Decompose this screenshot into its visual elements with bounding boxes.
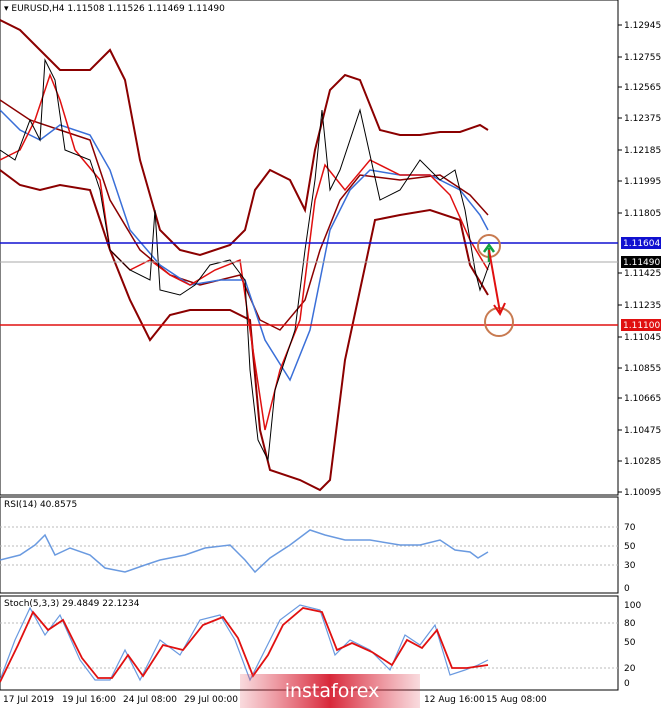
time-tick-label: 29 Jul 00:00 — [184, 695, 238, 705]
rsi-tick-label: 30 — [624, 561, 636, 571]
ma-red — [0, 72, 489, 431]
price-tick-label: 1.11995 — [624, 177, 661, 187]
price-label-box — [621, 256, 661, 268]
stoch-tick-label: 20 — [624, 664, 636, 674]
rsi-title: RSI(14) 40.8575 — [4, 500, 77, 510]
stoch-title: Stoch(5,3,3) 29.4849 22.1234 — [4, 599, 140, 609]
bollinger-upper — [0, 19, 489, 257]
price-tick-label: 1.12755 — [624, 53, 661, 63]
rsi-tick-label: 0 — [624, 584, 630, 594]
bollinger-lower — [0, 169, 489, 492]
price-tick-label: 1.10285 — [624, 457, 661, 467]
stoch-tick-label: 50 — [624, 638, 636, 648]
price-tick-label: 1.12375 — [624, 114, 661, 124]
stoch-tick-label: 100 — [624, 601, 641, 611]
bollinger-mid — [0, 99, 489, 331]
stoch-signal — [0, 607, 489, 683]
price-tick-label: 1.11805 — [624, 209, 661, 219]
rsi-line — [0, 529, 489, 574]
price-candles — [0, 58, 491, 462]
rsi-panel — [0, 496, 619, 594]
time-tick-label: 17 Jul 2019 — [3, 695, 54, 705]
stoch-tick-label: 80 — [624, 619, 636, 629]
price-tick-label: 1.10095 — [624, 488, 661, 498]
price-tick-label: 1.10475 — [624, 426, 661, 436]
time-tick-label: 19 Jul 16:00 — [62, 695, 116, 705]
price-tick-label: 1.11425 — [624, 269, 661, 279]
time-tick-label: 24 Jul 08:00 — [123, 695, 177, 705]
symbol: EURUSD,H4 — [11, 4, 64, 14]
rsi-levels — [0, 526, 618, 566]
chart-header: ▾ EURUSD,H4 1.11508 1.11526 1.11469 1.11… — [4, 4, 225, 14]
rsi-tick-label: 70 — [624, 523, 636, 533]
stoch-tick-label: 0 — [624, 679, 630, 689]
rsi-tick-label: 50 — [624, 542, 636, 552]
current-price-label: 1.11490 — [623, 258, 660, 268]
watermark-box — [240, 674, 420, 708]
price-tick-label: 1.11235 — [624, 301, 661, 311]
stoch-levels — [0, 622, 618, 669]
price-tick-label: 1.12945 — [624, 21, 661, 31]
arrow-down — [488, 249, 506, 317]
level-label-box — [621, 319, 661, 331]
price-tick-label: 1.10665 — [624, 394, 661, 404]
price-tick-label: 1.12565 — [624, 83, 661, 93]
price-tick-label: 1.10855 — [624, 364, 661, 374]
level-label-box — [621, 237, 661, 249]
price-tick-label: 1.11045 — [624, 333, 661, 343]
price-tick-label: 1.12185 — [624, 146, 661, 156]
time-tick-label: 12 Aug 16:00 — [424, 695, 485, 705]
time-tick-label: 15 Aug 08:00 — [486, 695, 547, 705]
level-label: 1.11604 — [623, 239, 660, 249]
ohlc: 1.11508 1.11526 1.11469 1.11490 — [67, 4, 225, 14]
level-label: 1.11100 — [623, 321, 660, 331]
watermark: instaforex — [285, 680, 380, 702]
